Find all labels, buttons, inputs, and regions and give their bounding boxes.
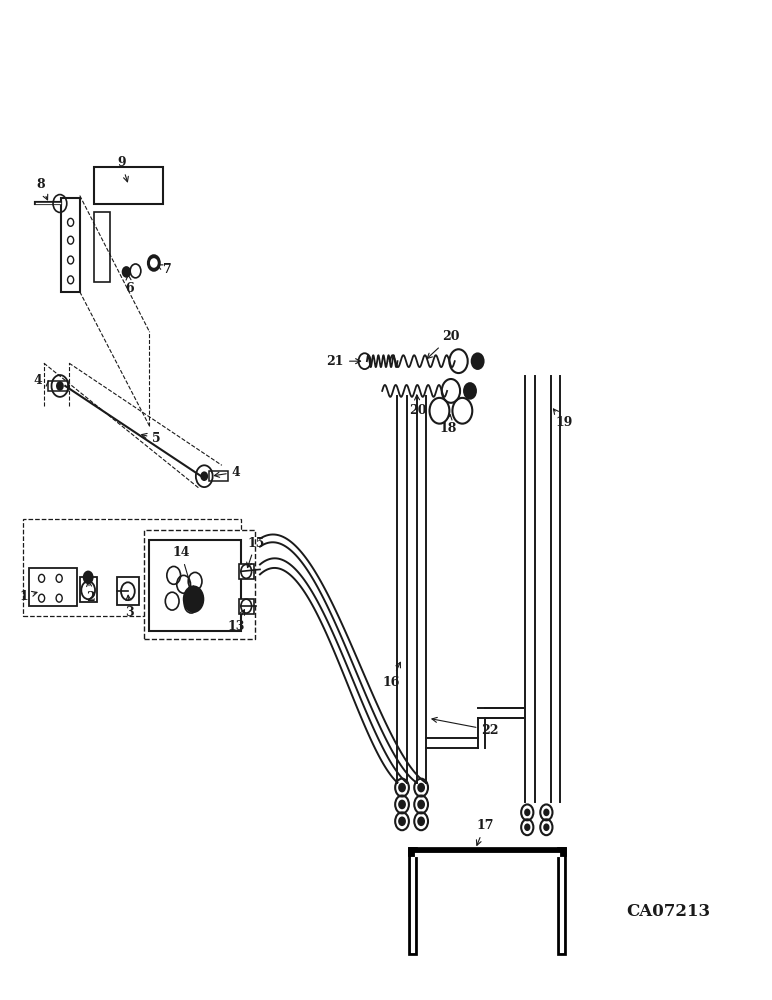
Text: 9: 9 [117,156,128,182]
Circle shape [201,472,208,480]
Circle shape [472,353,484,369]
Circle shape [399,784,405,792]
Circle shape [544,809,549,815]
Bar [29,568,76,606]
Bar [239,564,254,579]
Text: 21: 21 [327,355,361,368]
Circle shape [83,571,93,583]
Circle shape [399,800,405,808]
Text: 20: 20 [427,330,459,358]
Bar [23,519,241,616]
Text: 8: 8 [36,178,48,200]
Text: 20: 20 [409,395,426,417]
Bar [49,381,68,391]
Circle shape [418,817,424,825]
Circle shape [147,255,160,271]
Circle shape [464,383,476,399]
Circle shape [184,586,204,612]
Circle shape [544,824,549,830]
Circle shape [525,824,530,830]
Text: 5: 5 [142,432,161,445]
Circle shape [418,800,424,808]
Text: CA07213: CA07213 [627,903,710,920]
Text: 4: 4 [215,466,241,479]
Text: 22: 22 [432,717,499,737]
Bar [94,212,110,282]
Circle shape [123,267,130,277]
Circle shape [418,784,424,792]
Bar [62,198,80,292]
Circle shape [151,259,157,267]
Text: 18: 18 [439,415,457,435]
Bar [209,471,228,481]
Circle shape [57,382,63,390]
Bar [94,167,163,204]
Circle shape [399,817,405,825]
Bar [144,530,255,639]
Text: 7: 7 [157,263,171,276]
Text: 13: 13 [227,610,245,633]
Text: 14: 14 [172,546,194,591]
Text: 15: 15 [247,537,264,568]
Bar [117,577,138,605]
Text: 3: 3 [125,595,134,619]
Bar [80,577,96,602]
Text: 2: 2 [86,581,95,604]
Circle shape [525,809,530,815]
Text: 17: 17 [476,819,493,845]
Text: 1: 1 [20,590,37,603]
Text: 4: 4 [33,374,42,387]
Text: 19: 19 [554,409,573,429]
Text: 16: 16 [382,662,401,689]
Bar [149,540,241,631]
Text: 6: 6 [125,275,134,295]
Bar [239,599,254,614]
